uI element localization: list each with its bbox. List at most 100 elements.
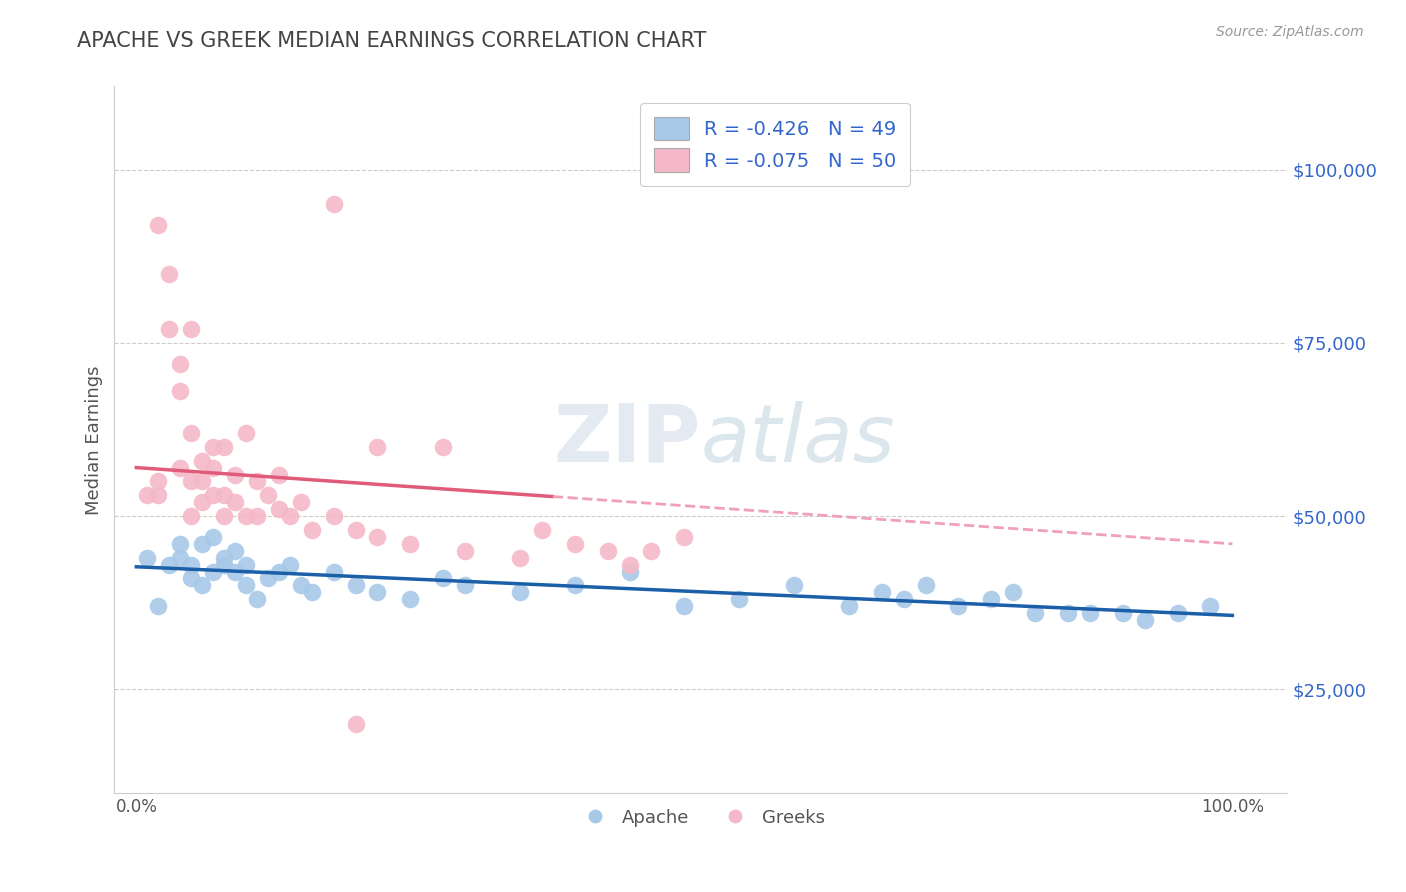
Point: [619, 565, 641, 579]
Point: [212, 488, 235, 502]
Point: [202, 488, 225, 502]
Point: [202, 460, 225, 475]
Point: [432, 572, 454, 586]
Point: [180, 509, 202, 524]
Point: [246, 592, 269, 607]
Point: [322, 197, 344, 211]
Point: [202, 530, 225, 544]
Point: [212, 509, 235, 524]
Point: [399, 537, 422, 551]
Point: [530, 523, 553, 537]
Point: [148, 488, 170, 502]
Point: [619, 558, 641, 572]
Point: [980, 592, 1002, 607]
Point: [728, 592, 751, 607]
Legend: Apache, Greeks: Apache, Greeks: [569, 801, 832, 834]
Point: [1112, 606, 1135, 620]
Point: [180, 558, 202, 572]
Point: [399, 592, 422, 607]
Point: [202, 440, 225, 454]
Point: [169, 550, 191, 565]
Point: [148, 599, 170, 614]
Point: [157, 558, 180, 572]
Point: [290, 495, 312, 509]
Point: [180, 425, 202, 440]
Point: [246, 509, 269, 524]
Point: [454, 543, 477, 558]
Point: [148, 218, 170, 232]
Point: [366, 585, 388, 599]
Point: [1078, 606, 1101, 620]
Point: [212, 440, 235, 454]
Point: [267, 467, 290, 482]
Point: [1002, 585, 1025, 599]
Point: [235, 425, 257, 440]
Point: [673, 530, 696, 544]
Point: [212, 558, 235, 572]
Point: [136, 488, 159, 502]
Point: [180, 475, 202, 489]
Point: [191, 537, 214, 551]
Point: [301, 523, 323, 537]
Point: [224, 565, 246, 579]
Point: [564, 578, 586, 592]
Point: [169, 537, 191, 551]
Text: ZIP: ZIP: [554, 401, 700, 479]
Point: [1024, 606, 1046, 620]
Point: [596, 543, 619, 558]
Point: [838, 599, 860, 614]
Point: [564, 537, 586, 551]
Point: [235, 558, 257, 572]
Point: [235, 509, 257, 524]
Point: [224, 543, 246, 558]
Text: APACHE VS GREEK MEDIAN EARNINGS CORRELATION CHART: APACHE VS GREEK MEDIAN EARNINGS CORRELAT…: [77, 31, 707, 51]
Point: [246, 475, 269, 489]
Point: [1057, 606, 1080, 620]
Point: [948, 599, 970, 614]
Point: [202, 565, 225, 579]
Point: [257, 572, 280, 586]
Point: [322, 565, 344, 579]
Point: [180, 322, 202, 336]
Point: [640, 543, 662, 558]
Point: [783, 578, 806, 592]
Point: [278, 509, 301, 524]
Point: [191, 578, 214, 592]
Point: [509, 550, 531, 565]
Point: [509, 585, 531, 599]
Y-axis label: Median Earnings: Median Earnings: [86, 365, 103, 515]
Point: [169, 357, 191, 371]
Point: [157, 267, 180, 281]
Point: [148, 475, 170, 489]
Point: [673, 599, 696, 614]
Point: [1199, 599, 1222, 614]
Point: [278, 558, 301, 572]
Point: [893, 592, 915, 607]
Point: [180, 572, 202, 586]
Point: [870, 585, 893, 599]
Point: [212, 550, 235, 565]
Point: [257, 488, 280, 502]
Point: [366, 530, 388, 544]
Point: [1167, 606, 1189, 620]
Point: [136, 550, 159, 565]
Text: Source: ZipAtlas.com: Source: ZipAtlas.com: [1216, 25, 1364, 39]
Point: [914, 578, 936, 592]
Point: [344, 578, 367, 592]
Point: [267, 565, 290, 579]
Point: [157, 322, 180, 336]
Point: [322, 509, 344, 524]
Point: [191, 453, 214, 467]
Point: [344, 717, 367, 731]
Point: [290, 578, 312, 592]
Point: [224, 495, 246, 509]
Point: [432, 440, 454, 454]
Point: [224, 467, 246, 482]
Point: [267, 502, 290, 516]
Point: [169, 460, 191, 475]
Point: [235, 578, 257, 592]
Point: [454, 578, 477, 592]
Point: [301, 585, 323, 599]
Point: [1133, 613, 1156, 627]
Point: [366, 440, 388, 454]
